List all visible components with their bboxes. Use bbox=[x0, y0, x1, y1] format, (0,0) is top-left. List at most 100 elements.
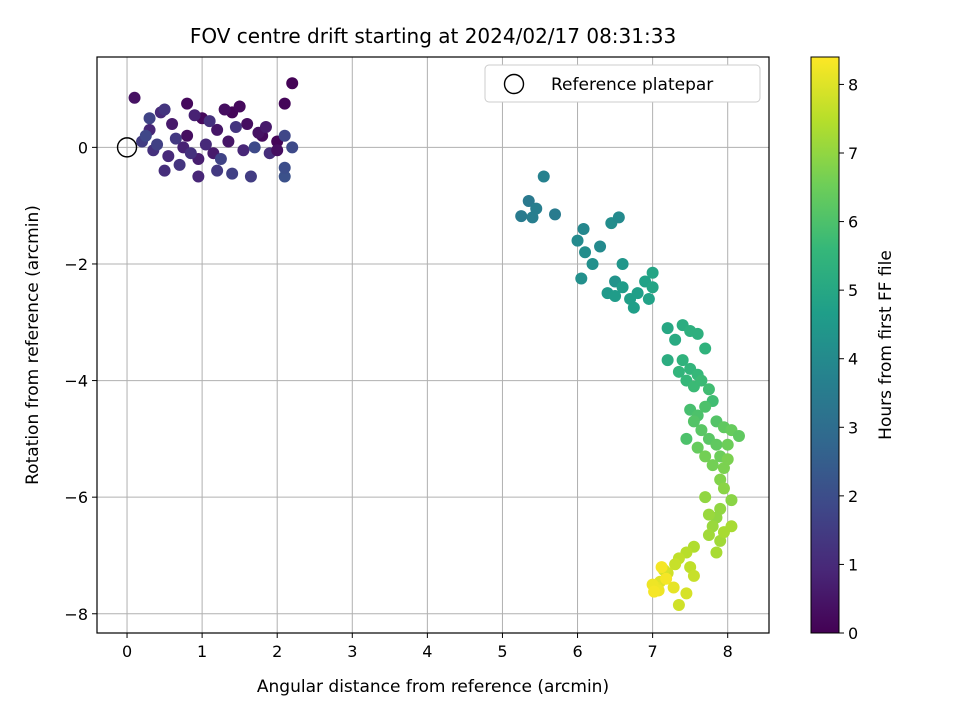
data-point bbox=[691, 327, 704, 340]
data-point bbox=[661, 354, 674, 367]
data-point bbox=[218, 103, 231, 116]
data-point bbox=[627, 301, 640, 314]
data-point bbox=[166, 118, 179, 131]
data-point bbox=[537, 170, 550, 183]
data-point bbox=[575, 272, 588, 285]
data-point bbox=[286, 77, 299, 90]
data-point bbox=[616, 257, 629, 270]
reference-marker-layer bbox=[116, 137, 138, 158]
data-point bbox=[717, 482, 730, 495]
data-point bbox=[278, 170, 291, 183]
data-point bbox=[151, 138, 164, 151]
data-point bbox=[695, 424, 708, 437]
colorbar-ticks: 0 1 2 3 4 5 6 7 8 bbox=[839, 75, 858, 643]
data-point bbox=[184, 147, 197, 160]
legend-box bbox=[484, 64, 761, 103]
data-point bbox=[612, 211, 625, 224]
data-point bbox=[181, 129, 194, 142]
data-point bbox=[278, 161, 291, 174]
colorbar-tick-label: 5 bbox=[848, 281, 858, 300]
data-point bbox=[616, 281, 629, 294]
data-point bbox=[211, 164, 224, 177]
data-point bbox=[158, 164, 171, 177]
y-tick-label: 0 bbox=[78, 138, 88, 157]
colorbar-tick-label: 2 bbox=[848, 487, 858, 506]
x-tick-label: 1 bbox=[197, 642, 207, 661]
data-point bbox=[188, 109, 201, 122]
data-point bbox=[660, 572, 673, 585]
colorbar-tick-label: 1 bbox=[848, 555, 858, 574]
data-point bbox=[672, 365, 685, 378]
data-point bbox=[725, 520, 738, 533]
data-point bbox=[648, 585, 661, 598]
colorbar-tick-label: 7 bbox=[848, 144, 858, 163]
data-point bbox=[609, 290, 622, 303]
x-tick-label: 5 bbox=[497, 642, 507, 661]
data-point bbox=[661, 322, 674, 335]
data-point bbox=[669, 333, 682, 346]
data-point bbox=[691, 441, 704, 454]
x-tick-label: 3 bbox=[347, 642, 357, 661]
colorbar-label: Hours from first FF file bbox=[876, 250, 896, 440]
data-point bbox=[706, 459, 719, 472]
data-point bbox=[169, 132, 182, 145]
data-point bbox=[571, 234, 584, 247]
y-axis-label: Rotation from reference (arcmin) bbox=[23, 205, 43, 485]
x-tick-label: 6 bbox=[572, 642, 582, 661]
data-point bbox=[680, 587, 693, 600]
x-tick-label: 8 bbox=[723, 642, 733, 661]
legend-marker-icon bbox=[503, 73, 525, 95]
data-point bbox=[710, 438, 723, 451]
data-point bbox=[699, 491, 712, 504]
colorbar-tick-label: 0 bbox=[848, 624, 858, 643]
data-point bbox=[699, 342, 712, 355]
data-point bbox=[669, 558, 682, 571]
data-point bbox=[259, 120, 272, 133]
data-point bbox=[248, 141, 261, 154]
data-point bbox=[286, 141, 299, 154]
colorbar-tick-label: 8 bbox=[848, 75, 858, 94]
x-tick-label: 7 bbox=[648, 642, 658, 661]
colorbar-tick-label: 3 bbox=[848, 418, 858, 437]
data-point bbox=[278, 129, 291, 142]
data-point bbox=[522, 195, 535, 207]
data-point bbox=[702, 529, 715, 542]
data-point bbox=[699, 400, 712, 413]
chart-title: FOV centre drift starting at 2024/02/17 … bbox=[190, 24, 676, 48]
colorbar-tick-label: 4 bbox=[848, 350, 858, 369]
data-point bbox=[214, 153, 227, 166]
data-point bbox=[515, 210, 528, 223]
data-point bbox=[721, 438, 734, 451]
data-point bbox=[526, 211, 539, 224]
data-point bbox=[222, 135, 235, 148]
data-points bbox=[128, 77, 745, 612]
legend-label: Reference platepar bbox=[551, 75, 713, 95]
colorbar-tick-label: 6 bbox=[848, 213, 858, 232]
colorbar-gradient bbox=[810, 56, 840, 634]
y-tick-label: −4 bbox=[64, 372, 88, 391]
x-tick-label: 4 bbox=[422, 642, 432, 661]
data-point bbox=[244, 170, 257, 183]
data-point bbox=[687, 415, 700, 428]
data-point bbox=[278, 97, 291, 110]
data-point bbox=[233, 100, 246, 113]
data-point bbox=[211, 123, 224, 136]
data-point bbox=[549, 208, 562, 221]
data-point bbox=[586, 257, 599, 270]
data-point bbox=[199, 138, 212, 151]
data-point bbox=[646, 266, 659, 279]
data-point bbox=[128, 91, 141, 104]
reference-platepar-marker bbox=[116, 137, 138, 158]
x-axis-label: Angular distance from reference (arcmin) bbox=[257, 677, 609, 697]
data-point bbox=[631, 287, 644, 300]
plot-frame bbox=[96, 56, 770, 634]
data-point bbox=[699, 450, 712, 463]
y-tick-label: −2 bbox=[64, 255, 88, 274]
y-tick-label: −6 bbox=[64, 488, 88, 507]
data-point bbox=[695, 374, 708, 387]
data-point bbox=[226, 167, 239, 180]
data-point bbox=[181, 97, 194, 110]
data-point bbox=[676, 354, 689, 367]
data-point bbox=[173, 158, 186, 171]
